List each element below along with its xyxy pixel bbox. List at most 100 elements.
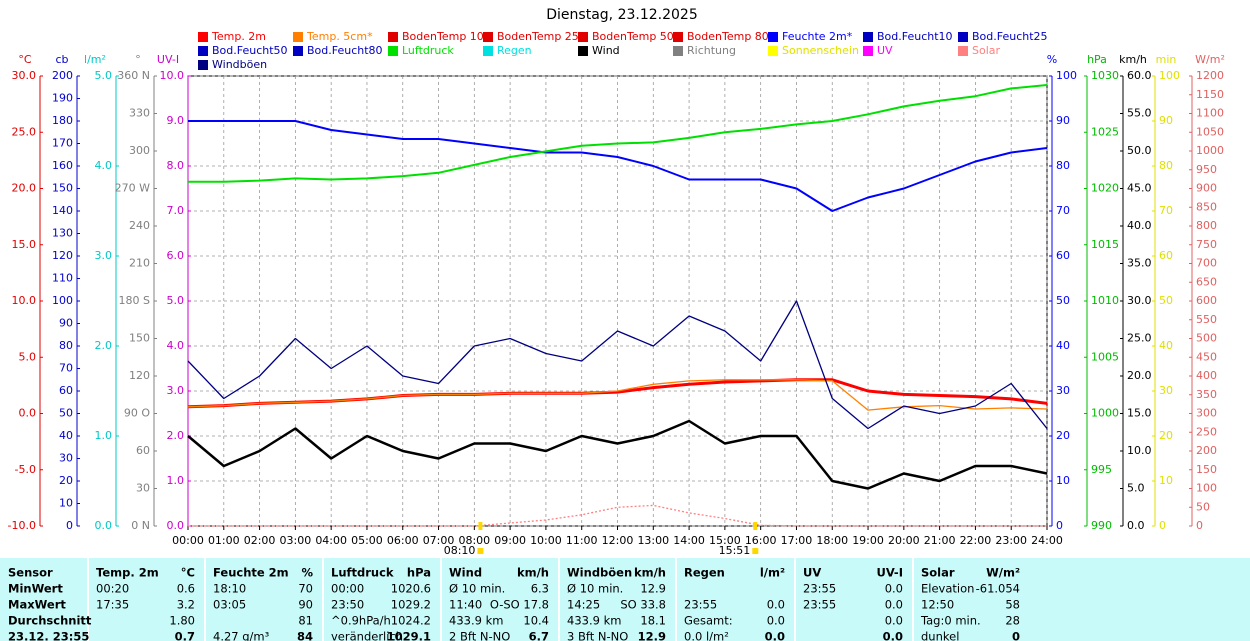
y-tick-label: 9.0: [167, 114, 185, 127]
table-background: [0, 558, 1250, 641]
legend-swatch: [198, 46, 208, 56]
legend-swatch: [578, 32, 588, 42]
y-tick-label: 50: [1196, 500, 1210, 513]
y-tick-label: 50.0: [1127, 144, 1152, 157]
y-tick-label: 100: [52, 294, 73, 307]
legend-label: Regen: [497, 44, 532, 57]
x-tick-label: 10:00: [530, 534, 562, 547]
y-tick-label: 400: [1196, 369, 1217, 382]
y-tick-label: 70: [1159, 204, 1173, 217]
x-tick-label: 24:00: [1031, 534, 1063, 547]
legend-swatch: [673, 32, 683, 42]
y-tick-label: 170: [52, 137, 73, 150]
table-cell: 12:50: [921, 598, 954, 612]
y-tick-label: 70: [59, 362, 73, 375]
y-tick-label: 40.0: [1127, 219, 1152, 232]
legend-swatch: [388, 46, 398, 56]
y-tick-label: 60: [136, 444, 150, 457]
table-cell: 28: [1005, 614, 1020, 628]
x-tick-label: 00:00: [172, 534, 204, 547]
legend-label: Bod.Feucht80: [307, 44, 383, 57]
table-cell: ^0.9hPa/h: [331, 614, 391, 628]
y-tick-label: 80: [1056, 159, 1070, 172]
table-header: Sensor: [8, 566, 53, 580]
table-cell: 0.0 l/m²: [684, 630, 729, 641]
legend-swatch: [958, 46, 968, 56]
axis-unit: min: [1156, 53, 1177, 66]
table-cell: Ø 10 min.: [449, 582, 505, 596]
table-header: UV: [803, 566, 821, 580]
y-tick-label: 0: [66, 519, 73, 532]
legend-label: Sonnenschein: [782, 44, 859, 57]
table-header: Windböen: [567, 566, 632, 580]
y-tick-label: 180 S: [119, 294, 150, 307]
table-cell: 23.12. 23:55: [8, 630, 89, 641]
legend-swatch: [958, 32, 968, 42]
annotation-marker: [477, 548, 484, 554]
y-tick-label: 900: [1196, 182, 1217, 195]
legend-label: Temp. 5cm*: [306, 30, 373, 43]
table-cell: 1029.1: [387, 630, 431, 641]
y-tick-label: 50: [1056, 294, 1070, 307]
table-cell: O-SO 17.8: [490, 598, 549, 612]
y-tick-label: 4.0: [167, 339, 185, 352]
y-tick-label: 360 N: [117, 69, 150, 82]
legend-label: Bod.Feucht10: [877, 30, 953, 43]
table-header: Temp. 2m: [96, 566, 159, 580]
axis-unit: °: [135, 53, 141, 66]
legend-swatch: [673, 46, 683, 56]
axis-unit: UV-I: [157, 53, 179, 66]
annotation-marker: [752, 548, 759, 554]
y-tick-label: 50: [1159, 294, 1173, 307]
y-tick-label: 1.0: [167, 474, 185, 487]
table-cell: 1029.2: [391, 598, 431, 612]
table-cell: SO 33.8: [620, 598, 666, 612]
table-cell: 2 Bft N-NO: [449, 630, 510, 641]
table-cell: 12.9: [640, 582, 666, 596]
x-tick-label: 02:00: [244, 534, 276, 547]
y-tick-label: 150: [129, 332, 150, 345]
y-tick-label: 50: [59, 407, 73, 420]
legend-label: Windböen: [212, 58, 267, 71]
legend-label: Feuchte 2m*: [782, 30, 853, 43]
y-tick-label: 1015: [1091, 238, 1119, 251]
table-header: l/m²: [760, 566, 785, 580]
y-tick-label: 90: [59, 317, 73, 330]
table-header: Regen: [684, 566, 725, 580]
table-cell: 3.2: [177, 598, 195, 612]
table-cell: 10.4: [523, 614, 549, 628]
table-cell: 6.7: [529, 630, 549, 641]
x-tick-label: 20:00: [888, 534, 920, 547]
y-tick-label: 90: [1159, 114, 1173, 127]
y-tick-label: 20.0: [1127, 369, 1152, 382]
x-tick-label: 07:00: [423, 534, 455, 547]
y-tick-label: 0: [1196, 519, 1203, 532]
legend-swatch: [198, 32, 208, 42]
table-header: Wind: [449, 566, 482, 580]
y-tick-label: 6.0: [167, 249, 185, 262]
y-tick-label: 700: [1196, 257, 1217, 270]
x-tick-label: 23:00: [995, 534, 1027, 547]
table-cell: 0.0: [767, 614, 785, 628]
y-tick-label: 10.0: [1127, 444, 1152, 457]
x-tick-label: 08:00: [458, 534, 490, 547]
y-tick-label: 110: [52, 272, 73, 285]
legend-swatch: [388, 32, 398, 42]
x-tick-label: 17:00: [781, 534, 813, 547]
y-tick-label: 20: [59, 474, 73, 487]
y-tick-label: -10.0: [8, 519, 36, 532]
y-tick-label: 250: [1196, 425, 1217, 438]
axis-unit: cb: [55, 53, 68, 66]
y-tick-label: 800: [1196, 219, 1217, 232]
axis-unit: km/h: [1119, 53, 1147, 66]
x-tick-label: 13:00: [637, 534, 669, 547]
table-cell: 4.27 g/m³: [213, 630, 270, 641]
y-tick-label: 25.0: [1127, 332, 1152, 345]
legend-swatch: [863, 32, 873, 42]
y-tick-label: 450: [1196, 350, 1217, 363]
y-tick-label: 160: [52, 159, 73, 172]
y-tick-label: 1200: [1196, 69, 1224, 82]
table-cell: Tag:0 min.: [920, 614, 981, 628]
y-tick-label: 500: [1196, 332, 1217, 345]
